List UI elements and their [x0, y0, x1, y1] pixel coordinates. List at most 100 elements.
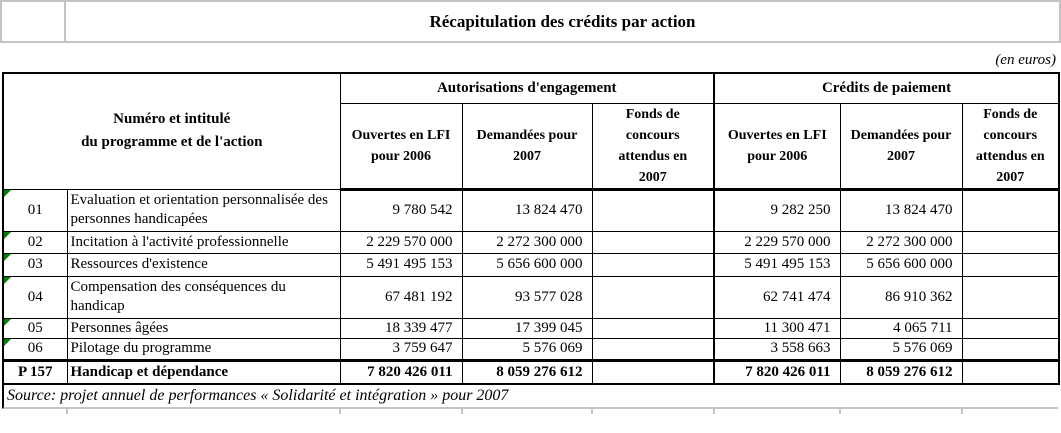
- bottom-gridline: [2, 409, 1058, 415]
- program-total-row: P 157 Handicap et dépendance 7 820 426 0…: [2, 358, 1060, 385]
- value-cp-fonds: [961, 252, 1060, 277]
- action-code: 04: [2, 275, 68, 319]
- green-corner-marker-icon: [4, 319, 11, 326]
- action-label: Pilotage du programme: [66, 337, 341, 361]
- value-ae-lfi-2006: 9 780 542: [339, 188, 463, 232]
- action-code-text: 04: [27, 288, 43, 305]
- gridline-tick: [461, 409, 463, 414]
- gridline-tick: [66, 409, 68, 414]
- program-label: Handicap et dépendance: [66, 358, 341, 385]
- value-ae-fonds: [591, 230, 715, 254]
- value-ae-fonds: [591, 337, 715, 361]
- col-header-ae-lfi-2006: Ouvertes en LFI pour 2006: [339, 102, 463, 191]
- action-label: Ressources d'existence: [66, 252, 341, 277]
- value-ae-2007: 13 824 470: [461, 188, 593, 232]
- action-code-text: 05: [27, 319, 43, 336]
- value-cp-lfi-2006: 2 229 570 000: [713, 230, 841, 254]
- value-ae-lfi-2006: 67 481 192: [339, 275, 463, 319]
- value-cp-fonds: [961, 358, 1060, 385]
- action-label: Incitation à l'activité professionnelle: [66, 230, 341, 254]
- gridline-tick: [591, 409, 593, 414]
- source-note: Source: projet annuel de performances « …: [2, 385, 1058, 409]
- value-cp-2007: 8 059 276 612: [839, 358, 963, 385]
- green-corner-marker-icon: [4, 254, 11, 261]
- page-title: Récapitulation des crédits par action: [429, 11, 696, 31]
- group-header-autorisations-engagement: Autorisations d'engagement: [339, 72, 715, 104]
- value-ae-fonds: [591, 275, 715, 319]
- value-ae-fonds: [591, 358, 715, 385]
- value-ae-2007: 17 399 045: [461, 317, 593, 339]
- value-cp-lfi-2006: 5 491 495 153: [713, 252, 841, 277]
- table-row: 06 Pilotage du programme 3 759 647 5 576…: [2, 337, 1060, 361]
- value-cp-lfi-2006: 7 820 426 011: [713, 358, 841, 385]
- group-header-credits-paiement: Crédits de paiement: [713, 72, 1060, 104]
- value-ae-2007: 8 059 276 612: [461, 358, 593, 385]
- value-ae-fonds: [591, 317, 715, 339]
- action-label: Personnes âgées: [66, 317, 341, 339]
- green-corner-marker-icon: [4, 232, 11, 239]
- value-cp-fonds: [961, 317, 1060, 339]
- action-code-text: 02: [27, 233, 43, 250]
- value-ae-lfi-2006: 5 491 495 153: [339, 252, 463, 277]
- action-code-text: 01: [27, 201, 43, 218]
- table-row: 03 Ressources d'existence 5 491 495 153 …: [2, 252, 1060, 277]
- gridline-tick: [839, 409, 841, 414]
- green-corner-marker-icon: [4, 277, 11, 284]
- value-cp-2007: 5 656 600 000: [839, 252, 963, 277]
- unit-note: (en euros): [995, 52, 1056, 68]
- action-code: 06: [2, 337, 68, 361]
- value-ae-2007: 93 577 028: [461, 275, 593, 319]
- action-code-text: 06: [27, 340, 43, 356]
- green-corner-marker-icon: [4, 339, 11, 346]
- value-ae-fonds: [591, 252, 715, 277]
- title-bar: Récapitulation des crédits par action: [0, 0, 1061, 43]
- action-code-text: 03: [27, 256, 43, 272]
- value-cp-fonds: [961, 230, 1060, 254]
- value-cp-2007: 86 910 362: [839, 275, 963, 319]
- value-cp-lfi-2006: 9 282 250: [713, 188, 841, 232]
- col-header-cp-demandees-2007: Demandées pour 2007: [839, 102, 963, 191]
- program-code-text: P 157: [17, 363, 53, 380]
- value-ae-lfi-2006: 3 759 647: [339, 337, 463, 361]
- col-header-cp-fonds-concours: Fonds de concours attendus en 2007: [961, 102, 1060, 191]
- value-ae-2007: 2 272 300 000: [461, 230, 593, 254]
- gridline-tick: [713, 409, 715, 414]
- col-header-cp-lfi-2006: Ouvertes en LFI pour 2006: [713, 102, 841, 191]
- gridline-tick: [339, 409, 341, 414]
- col-header-ae-demandees-2007: Demandées pour 2007: [461, 102, 593, 191]
- green-corner-marker-icon: [4, 190, 11, 197]
- value-cp-2007: 5 576 069: [839, 337, 963, 361]
- value-ae-lfi-2006: 7 820 426 011: [339, 358, 463, 385]
- value-ae-fonds: [591, 188, 715, 232]
- value-ae-lfi-2006: 18 339 477: [339, 317, 463, 339]
- value-cp-lfi-2006: 62 741 474: [713, 275, 841, 319]
- value-ae-2007: 5 656 600 000: [461, 252, 593, 277]
- value-cp-fonds: [961, 188, 1060, 232]
- action-label: Compensation des conséquences du handica…: [66, 275, 341, 319]
- credits-table: Numéro et intitulé du programme et de l'…: [2, 72, 1061, 385]
- corner-header-cell: Numéro et intitulé du programme et de l'…: [2, 72, 341, 190]
- value-cp-2007: 2 272 300 000: [839, 230, 963, 254]
- title-spacer-cell: [2, 2, 66, 41]
- action-code: 02: [2, 230, 68, 254]
- value-cp-2007: 4 065 711: [839, 317, 963, 339]
- value-cp-fonds: [961, 337, 1060, 361]
- value-ae-2007: 5 576 069: [461, 337, 593, 361]
- value-cp-fonds: [961, 275, 1060, 319]
- col-header-ae-fonds-concours: Fonds de concours attendus en 2007: [591, 102, 715, 191]
- action-code: 01: [2, 188, 68, 232]
- action-code: 03: [2, 252, 68, 277]
- table-row: 02 Incitation à l'activité professionnel…: [2, 230, 1060, 254]
- value-ae-lfi-2006: 2 229 570 000: [339, 230, 463, 254]
- value-cp-2007: 13 824 470: [839, 188, 963, 232]
- gridline-tick: [961, 409, 963, 414]
- table-row: 04 Compensation des conséquences du hand…: [2, 275, 1060, 319]
- program-code: P 157: [2, 358, 68, 385]
- table-row: 01 Evaluation et orientation personnalis…: [2, 188, 1060, 232]
- table-row: 05 Personnes âgées 18 339 477 17 399 045…: [2, 317, 1060, 339]
- value-cp-lfi-2006: 11 300 471: [713, 317, 841, 339]
- action-label: Evaluation et orientation personnalisée …: [66, 188, 341, 232]
- value-cp-lfi-2006: 3 558 663: [713, 337, 841, 361]
- action-code: 05: [2, 317, 68, 339]
